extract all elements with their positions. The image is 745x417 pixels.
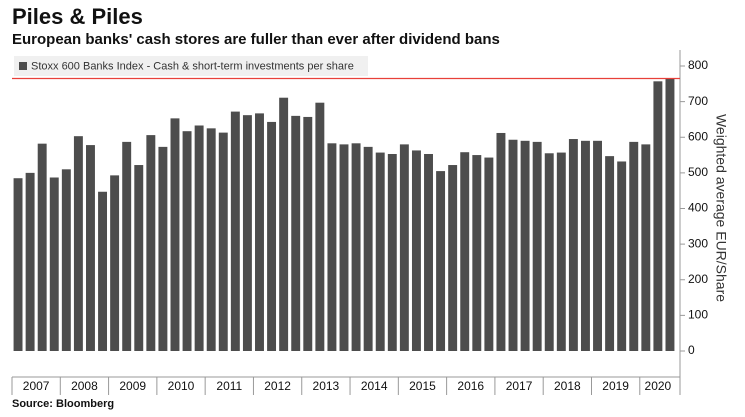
bar (436, 171, 446, 351)
bar (267, 121, 277, 352)
bar (37, 143, 47, 351)
x-tick-label: 2019 (602, 379, 629, 393)
bar (61, 169, 71, 351)
bar (327, 143, 337, 351)
bar (399, 144, 409, 351)
bar (339, 144, 349, 351)
chart-title: Piles & Piles (12, 4, 143, 29)
bar (617, 161, 627, 351)
x-tick-label: 2007 (23, 379, 50, 393)
bar (242, 115, 252, 351)
bar (665, 78, 675, 351)
bar (146, 135, 156, 351)
bar (363, 146, 373, 351)
bar (206, 128, 216, 351)
bar (460, 152, 470, 351)
bar (13, 178, 23, 351)
bar (110, 175, 120, 351)
x-tick-label: 2009 (119, 379, 146, 393)
bar (411, 150, 421, 351)
y-tick-label: 200 (688, 272, 708, 286)
bar (641, 144, 651, 351)
y-tick-label: 400 (688, 201, 708, 215)
bar (158, 146, 168, 351)
bar (387, 153, 397, 351)
x-tick-label: 2014 (361, 379, 388, 393)
bar (629, 141, 639, 351)
bar (580, 140, 590, 351)
bar (194, 125, 204, 352)
source: Source: Bloomberg (12, 398, 114, 410)
x-tick-label: 2020 (645, 379, 672, 393)
bar (73, 136, 83, 351)
x-tick-label: 2010 (168, 379, 195, 393)
bar (25, 172, 35, 351)
bar (49, 177, 59, 351)
y-tick-label: 600 (688, 129, 708, 143)
legend-swatch (19, 62, 27, 70)
bar (134, 165, 144, 351)
bar (303, 116, 313, 351)
x-tick-label: 2018 (554, 379, 581, 393)
legend-box (14, 56, 368, 76)
y-tick-label: 700 (688, 94, 708, 108)
x-tick-label: 2016 (457, 379, 484, 393)
bar (472, 155, 482, 351)
x-tick-label: 2017 (506, 379, 533, 393)
x-tick-label: 2013 (313, 379, 340, 393)
chart-subtitle: European banks' cash stores are fuller t… (12, 31, 500, 48)
bar (605, 156, 615, 351)
bar (508, 139, 518, 351)
y-tick-label: 300 (688, 236, 708, 250)
x-tick-label: 2015 (409, 379, 436, 393)
bar (556, 152, 566, 351)
bar (218, 132, 228, 351)
y-tick-label: 500 (688, 165, 708, 179)
bar (86, 145, 95, 351)
bar (375, 152, 385, 351)
bar (496, 132, 506, 351)
bar (170, 118, 180, 352)
y-tick-label: 100 (688, 308, 708, 322)
bar (279, 97, 289, 351)
x-tick-label: 2012 (264, 379, 291, 393)
bar (424, 153, 433, 351)
bar (351, 143, 361, 351)
bar (315, 102, 325, 351)
bar (255, 113, 264, 351)
bar (568, 139, 578, 351)
x-tick-label: 2008 (71, 379, 98, 393)
y-tick-label: 800 (688, 58, 708, 72)
bar (593, 140, 602, 351)
bar (448, 165, 458, 351)
bar (532, 141, 542, 351)
bar (291, 115, 301, 351)
bar (520, 140, 530, 351)
bar (98, 191, 108, 351)
bar (544, 153, 554, 351)
y-axis-label: Weighted average EUR/Share (713, 114, 729, 302)
bar (484, 157, 494, 351)
y-tick-label: 0 (688, 343, 695, 357)
legend-label: Stoxx 600 Banks Index - Cash & short-ter… (31, 60, 354, 72)
bar (230, 111, 240, 351)
bar (653, 81, 663, 351)
bar (182, 131, 192, 351)
x-tick-label: 2011 (216, 379, 242, 393)
bar (122, 141, 132, 351)
